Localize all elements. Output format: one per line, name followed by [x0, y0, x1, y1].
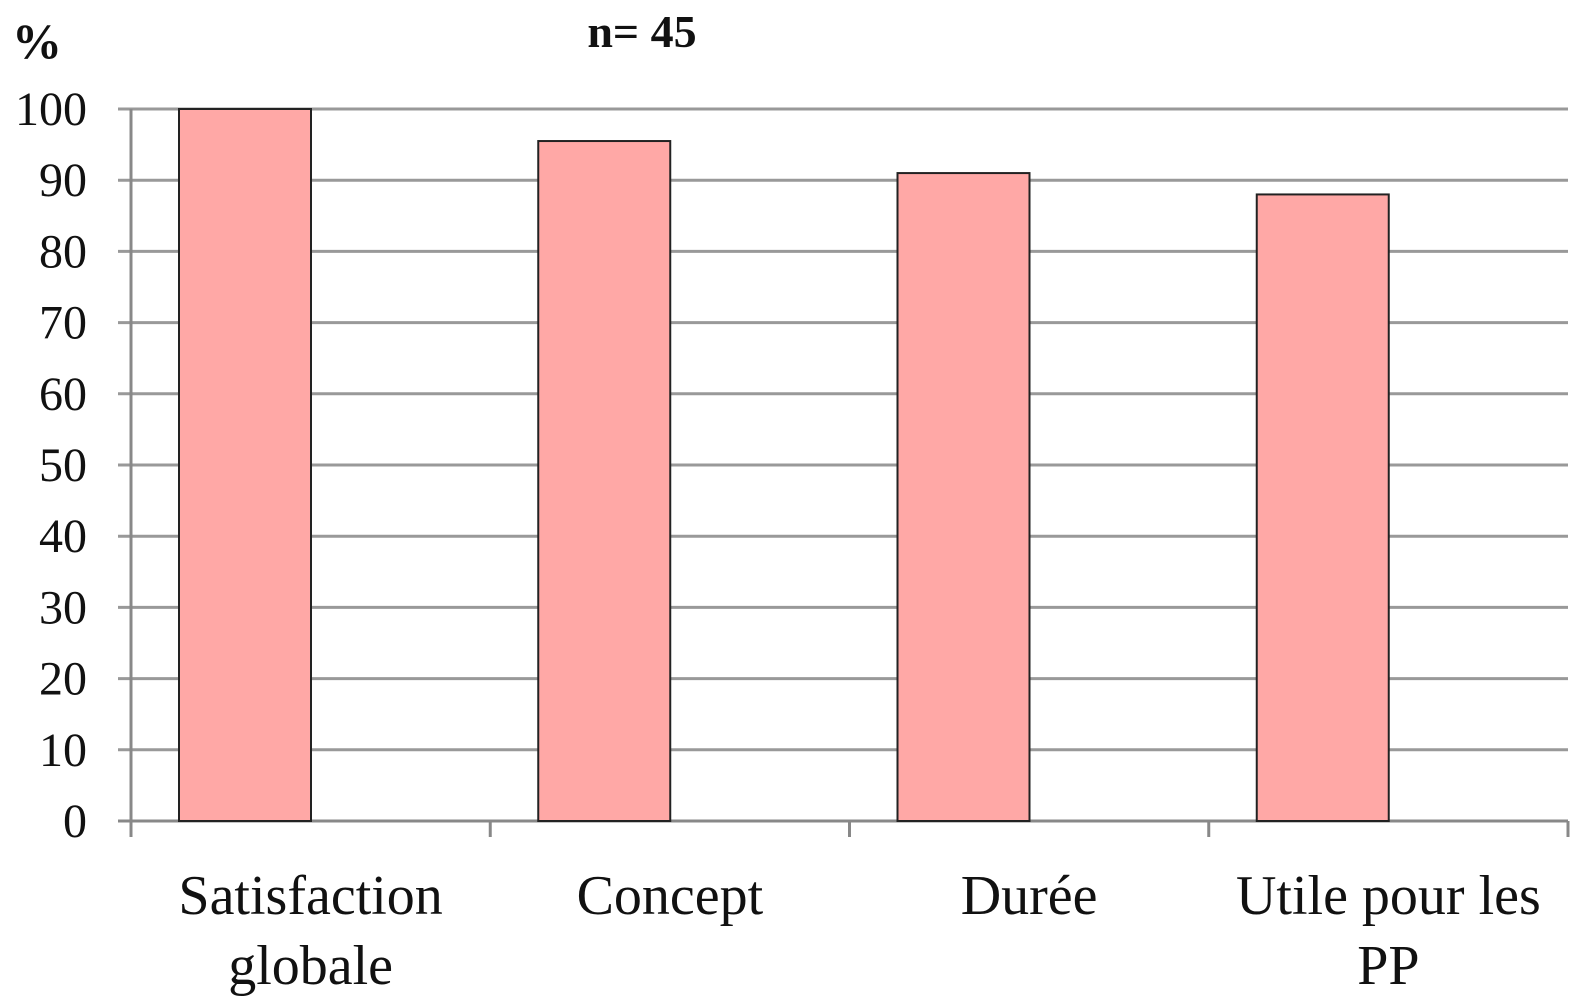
y-tick-label: 60	[39, 368, 87, 421]
x-category-label: Durée	[961, 865, 1098, 927]
chart-title: n= 45	[587, 6, 696, 57]
bar	[178, 108, 312, 822]
y-tick-label: 0	[63, 795, 87, 848]
x-category-label: PP	[1357, 935, 1419, 997]
y-tick-label: 80	[39, 225, 87, 278]
y-tick-label: 70	[39, 297, 87, 350]
y-axis-unit-label: %	[12, 13, 62, 69]
bar	[537, 140, 672, 823]
y-tick-label: 100	[15, 83, 87, 136]
bar	[896, 172, 1031, 822]
bar	[1255, 193, 1390, 822]
y-tick-label: 50	[39, 439, 87, 492]
y-tick-label: 40	[39, 510, 87, 563]
y-tick-label: 10	[39, 724, 87, 777]
category-labels: Satisfaction globale Concept Durée Utile pou…	[178, 865, 1540, 997]
y-tick-labels: 0 10 20 30 40 50 60 70 80 90 100	[15, 83, 87, 848]
x-category-label: Concept	[577, 865, 764, 927]
y-tick-label: 30	[39, 581, 87, 634]
x-category-label: Utile pour les	[1236, 865, 1541, 927]
x-category-label: Satisfaction	[178, 865, 442, 927]
y-tick-label: 90	[39, 154, 87, 207]
bars	[178, 108, 1390, 823]
x-category-label: globale	[228, 935, 393, 997]
y-tick-label: 20	[39, 653, 87, 706]
grid-lines	[118, 107, 1568, 752]
